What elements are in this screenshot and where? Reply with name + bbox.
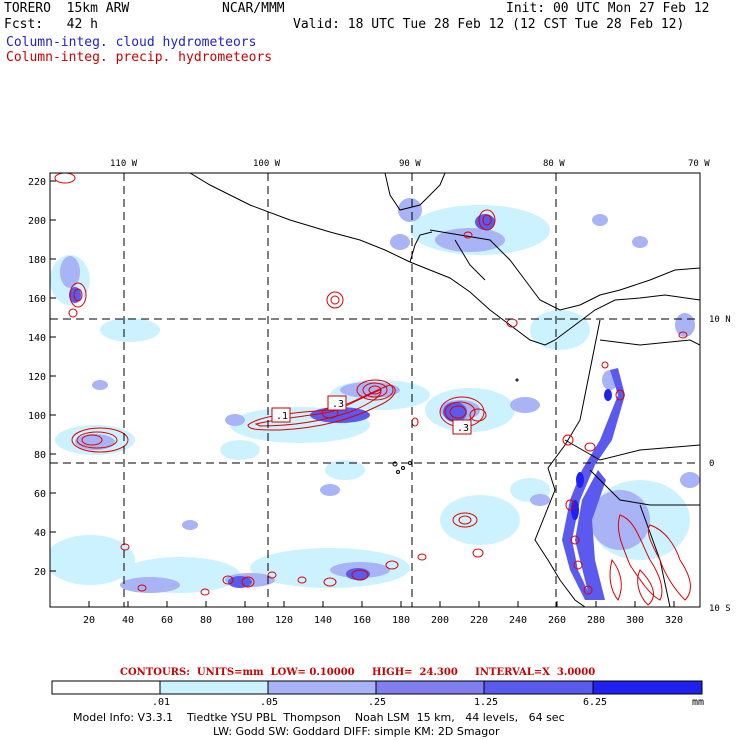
colorbar-label: .01 — [152, 697, 171, 708]
y-tick-labels: 220 200 180 160 140 120 100 80 60 40 20 — [28, 177, 46, 578]
colorbar-swatch — [592, 680, 703, 695]
init-time: Init: 00 UTC Mon 27 Feb 12 — [506, 1, 710, 16]
x-tick: 180 — [392, 615, 410, 626]
lat-labels: 10 N 0 10 S — [709, 315, 731, 614]
lon-label: 110 W — [110, 159, 138, 169]
y-tick: 100 — [28, 411, 46, 422]
x-tick: 300 — [626, 615, 644, 626]
x-tick: 320 — [665, 615, 683, 626]
y-tick: 120 — [28, 372, 46, 383]
y-tick: 220 — [28, 177, 46, 188]
x-tick: 60 — [161, 615, 173, 626]
x-tick: 20 — [83, 615, 95, 626]
colorbar-label: .05 — [260, 697, 279, 708]
valid-time: Valid: 18 UTC Tue 28 Feb 12 (12 CST Tue … — [293, 17, 685, 32]
cloud-shading — [50, 198, 700, 600]
axis-ticks — [50, 180, 675, 607]
y-tick: 60 — [34, 489, 46, 500]
colorbar-swatch — [159, 680, 269, 695]
model-info-line2: LW: Godd SW: Goddard DIFF: simple KM: 2D… — [213, 725, 500, 738]
y-tick: 160 — [28, 294, 46, 305]
y-tick: 200 — [28, 216, 46, 227]
colorbar-swatch — [51, 680, 161, 695]
precip-contours — [54, 173, 691, 606]
x-tick: 140 — [314, 615, 332, 626]
high-markers: .1 .3 .3 — [271, 395, 472, 435]
model-title: TORERO 15km ARW — [4, 1, 130, 16]
x-tick: 200 — [431, 615, 449, 626]
colorbar-label: 6.25 — [583, 697, 608, 708]
x-tick: 240 — [509, 615, 527, 626]
legend-cloud: Column-integ. cloud hydrometeors — [6, 35, 257, 50]
map-frame — [49, 172, 701, 608]
y-tick: 140 — [28, 333, 46, 344]
contours-info: CONTOURS: UNITS=mm LOW= 0.10000 HIGH= 24… — [120, 667, 596, 678]
y-tick: 40 — [34, 528, 46, 539]
colorbar-swatch — [483, 680, 594, 695]
x-tick: 80 — [200, 615, 212, 626]
x-tick: 160 — [353, 615, 371, 626]
lat-lon-grid — [50, 173, 700, 607]
center-name: NCAR/MMM — [222, 1, 285, 16]
colorbar — [51, 680, 703, 695]
marker-1: .1 — [276, 411, 288, 422]
x-tick: 120 — [275, 615, 293, 626]
legend-precip: Column-integ. precip. hydrometeors — [6, 50, 273, 65]
colorbar-swatch — [375, 680, 485, 695]
model-info-line1: Model Info: V3.3.1 Tiedtke YSU PBL Thomp… — [73, 711, 565, 724]
x-tick-labels: 20 40 60 80 100 120 140 160 180 200 220 … — [83, 615, 683, 626]
colorbar-label: 1.25 — [474, 697, 499, 708]
colorbar-swatch — [267, 680, 377, 695]
y-tick: 80 — [34, 450, 46, 461]
y-tick: 180 — [28, 255, 46, 266]
lon-label: 90 W — [399, 159, 421, 169]
marker-3: .3 — [457, 423, 469, 434]
lon-labels: 110 W 100 W 90 W 80 W 70 W — [110, 159, 710, 169]
x-tick: 40 — [122, 615, 134, 626]
lon-label: 70 W — [688, 159, 710, 169]
x-tick: 220 — [470, 615, 488, 626]
x-tick: 100 — [236, 615, 254, 626]
lon-label: 100 W — [253, 159, 281, 169]
lat-label: 10 N — [709, 315, 731, 325]
y-tick: 20 — [34, 567, 46, 578]
marker-2: .3 — [332, 399, 344, 410]
x-tick: 280 — [587, 615, 605, 626]
lat-label: 10 S — [709, 604, 731, 614]
forecast-hour: Fcst: 42 h — [4, 17, 98, 32]
lat-label: 0 — [709, 459, 714, 469]
colorbar-label: .25 — [368, 697, 387, 708]
coastlines — [189, 173, 700, 607]
colorbar-unit: mm — [692, 697, 705, 708]
lon-label: 80 W — [543, 159, 565, 169]
x-tick: 260 — [548, 615, 566, 626]
